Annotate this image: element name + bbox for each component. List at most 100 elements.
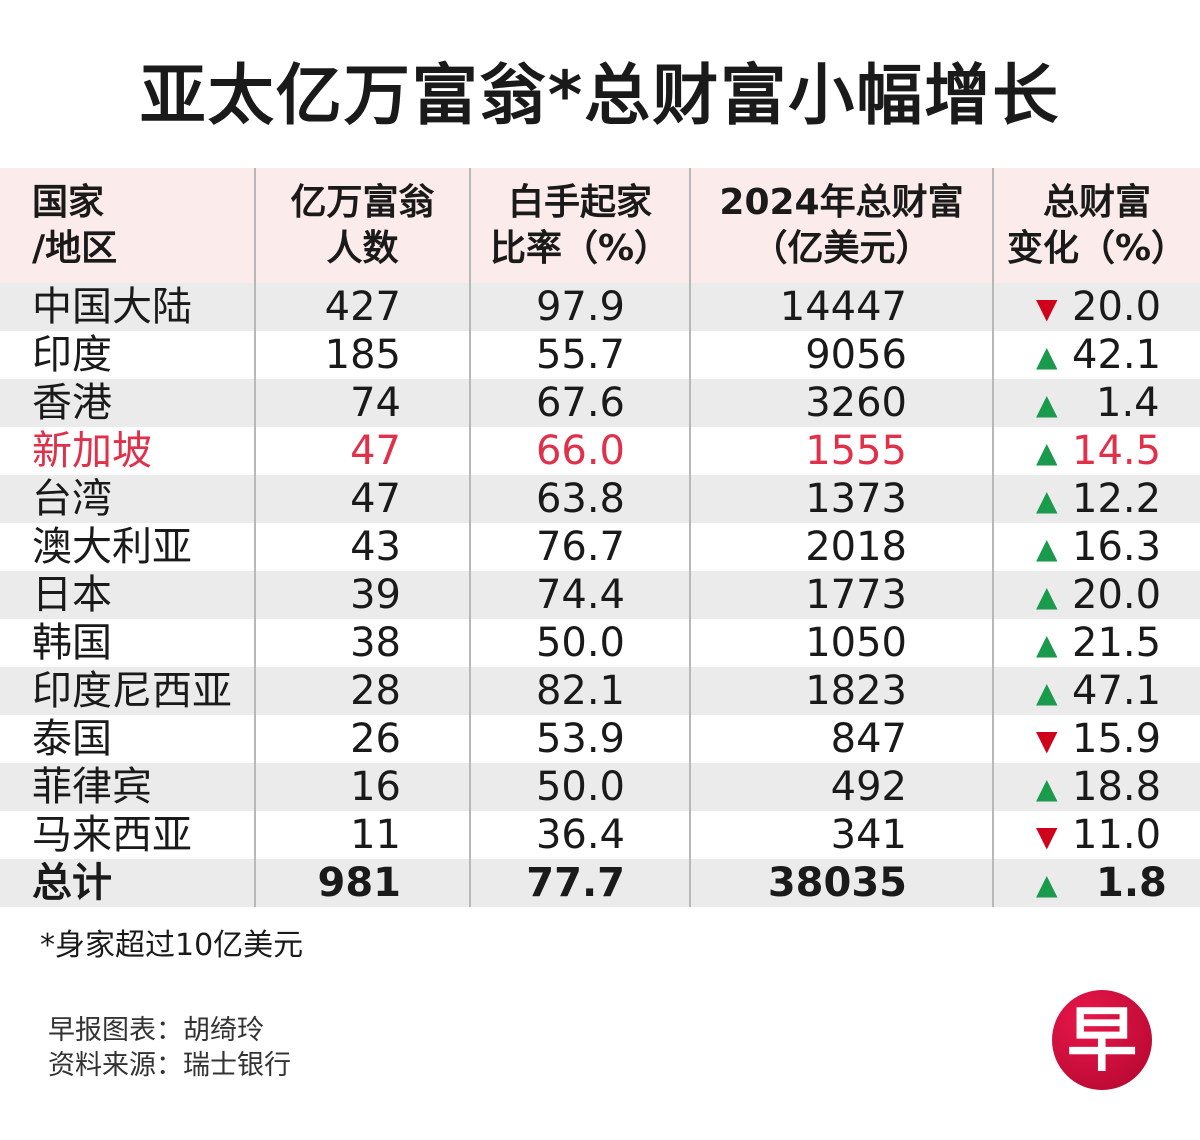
- cell-wealth: 9056: [689, 331, 993, 379]
- cell-name: 泰国: [32, 716, 112, 762]
- triangle-up-icon: ▲: [1036, 628, 1058, 661]
- cell-name: 香港: [0, 379, 255, 427]
- billionaire-table: 国家/地区 亿万富翁 人数 白手起家 比率（%） 2024年总财富 （亿美元） 总财富 变化（%…: [0, 168, 1200, 907]
- cell-count: 26: [254, 715, 470, 763]
- cell-change: ▲ 21.5: [992, 619, 1200, 667]
- change-value: 18.8: [1072, 764, 1162, 810]
- triangle-up-icon: ▲: [1036, 340, 1058, 373]
- cell-name: 韩国: [32, 620, 112, 666]
- table-row: 台湾 47 63.8 1373 ▲ 12.2: [0, 475, 1200, 523]
- cell-selfmade: 97.9: [469, 283, 690, 331]
- column-header-line: （亿美元）: [751, 227, 932, 269]
- change-value: 11.0: [1072, 812, 1162, 858]
- change-value: 20.0: [1072, 572, 1162, 618]
- column-header: 亿万富翁 人数: [254, 168, 470, 283]
- cell-wealth: 3260: [689, 379, 993, 427]
- change-value: 21.5: [1072, 620, 1162, 666]
- credit-graphics: 早报图表：胡绮玲: [48, 1015, 264, 1046]
- triangle-up-icon: ▲: [1036, 676, 1058, 709]
- cell-count: 427: [254, 283, 470, 331]
- cell-count: 28: [254, 667, 470, 715]
- table-row: 香港 74 67.6 3260 ▲ 1.4: [0, 379, 1200, 427]
- table-row: 日本 39 74.4 1773 ▲ 20.0: [0, 571, 1200, 619]
- column-header-line: 2024年总财富: [719, 181, 964, 223]
- cell-count: 11: [254, 811, 470, 859]
- table-row: 韩国 38 50.0 1050 ▲ 21.5: [0, 619, 1200, 667]
- column-header-line: 总财富: [1042, 181, 1151, 223]
- cell-name: 马来西亚: [32, 812, 192, 858]
- cell-selfmade: 53.9: [469, 715, 690, 763]
- table-row: 印度 185 55.7 9056 ▲ 42.1: [0, 331, 1200, 379]
- column-header-line: 比率（%）: [489, 227, 671, 269]
- triangle-up-icon: ▲: [1036, 532, 1058, 565]
- footnote: *身家超过10亿美元: [40, 928, 304, 963]
- cell-change: ▲ 16.3: [992, 523, 1200, 571]
- cell-name: 中国大陆: [0, 283, 255, 331]
- cell-name: 日本: [0, 571, 255, 619]
- triangle-up-icon: ▲: [1036, 772, 1058, 805]
- cell-selfmade: 82.1: [469, 667, 690, 715]
- cell-wealth: 38035: [689, 859, 993, 907]
- cell-name: 澳大利亚: [32, 524, 192, 570]
- column-header-line: 国家: [32, 181, 105, 223]
- cell-selfmade: 66.0: [469, 427, 690, 475]
- cell-change: ▼ 11.0: [992, 811, 1200, 859]
- cell-name: 新加坡: [32, 428, 152, 474]
- triangle-up-icon: ▲: [1036, 868, 1058, 901]
- cell-wealth: 1823: [689, 667, 993, 715]
- cell-wealth: 2018: [689, 523, 993, 571]
- total-row: 总计 981 77.7 38035 ▲ 1.8: [0, 859, 1200, 907]
- change-value: 1.4: [1096, 380, 1160, 426]
- credit-source: 资料来源：瑞士银行: [48, 1050, 291, 1081]
- cell-wealth: 1373: [689, 475, 993, 523]
- column-header-line: /地区: [32, 227, 118, 269]
- cell-selfmade: 74.4: [469, 571, 690, 619]
- cell-count: 74: [254, 379, 470, 427]
- cell-name: 菲律宾: [0, 763, 255, 811]
- cell-wealth: 341: [689, 811, 993, 859]
- cell-count: 43: [254, 523, 470, 571]
- cell-wealth: 492: [689, 763, 993, 811]
- cell-change: ▲ 18.8: [992, 763, 1200, 811]
- cell-name: 印度: [32, 332, 112, 378]
- cell-wealth: 1555: [689, 427, 993, 475]
- table-row: 菲律宾 16 50.0 492 ▲ 18.8: [0, 763, 1200, 811]
- column-header-line: 亿万富翁: [290, 181, 435, 223]
- cell-change: ▲ 47.1: [992, 667, 1200, 715]
- page-title: 亚太亿万富翁*总财富小幅增长: [139, 57, 1061, 134]
- cell-change: ▲ 14.5: [992, 427, 1200, 475]
- column-header: 总财富 变化（%）: [992, 168, 1200, 283]
- cell-change: ▲ 12.2: [992, 475, 1200, 523]
- cell-change: ▼ 15.9: [992, 715, 1200, 763]
- cell-change: ▼ 20.0: [992, 283, 1200, 331]
- cell-change: ▲ 20.0: [992, 571, 1200, 619]
- cell-selfmade: 50.0: [469, 763, 690, 811]
- table-row: 中国大陆 427 97.9 14447 ▼ 20.0: [0, 283, 1200, 331]
- column-header-line: 白手起家: [507, 181, 652, 223]
- table-row: 新加坡 47 66.0 1555 ▲ 14.5: [0, 427, 1200, 475]
- table-row: 澳大利亚 43 76.7 2018 ▲ 16.3: [0, 523, 1200, 571]
- cell-name: 印度尼西亚: [0, 667, 255, 715]
- cell-selfmade: 77.7: [469, 859, 690, 907]
- cell-name: 台湾: [0, 475, 255, 523]
- change-value: 12.2: [1072, 476, 1162, 522]
- cell-count: 185: [254, 331, 470, 379]
- cell-wealth: 847: [689, 715, 993, 763]
- cell-change: ▲ 1.8: [992, 859, 1200, 907]
- cell-count: 47: [254, 475, 470, 523]
- cell-selfmade: 55.7: [469, 331, 690, 379]
- table-row: 印度尼西亚 28 82.1 1823 ▲ 47.1: [0, 667, 1200, 715]
- cell-wealth: 1773: [689, 571, 993, 619]
- cell-name: 总计: [0, 859, 255, 907]
- triangle-down-icon: ▼: [1036, 292, 1058, 325]
- zaobao-logo: 早: [1052, 990, 1152, 1090]
- cell-change: ▲ 42.1: [992, 331, 1200, 379]
- cell-count: 16: [254, 763, 470, 811]
- cell-wealth: 14447: [689, 283, 993, 331]
- triangle-up-icon: ▲: [1036, 388, 1058, 421]
- column-header: 2024年总财富 （亿美元）: [689, 168, 993, 283]
- column-header-line: 变化（%）: [1006, 227, 1188, 269]
- cell-selfmade: 50.0: [469, 619, 690, 667]
- column-header: 国家/地区: [0, 168, 255, 283]
- cell-count: 39: [254, 571, 470, 619]
